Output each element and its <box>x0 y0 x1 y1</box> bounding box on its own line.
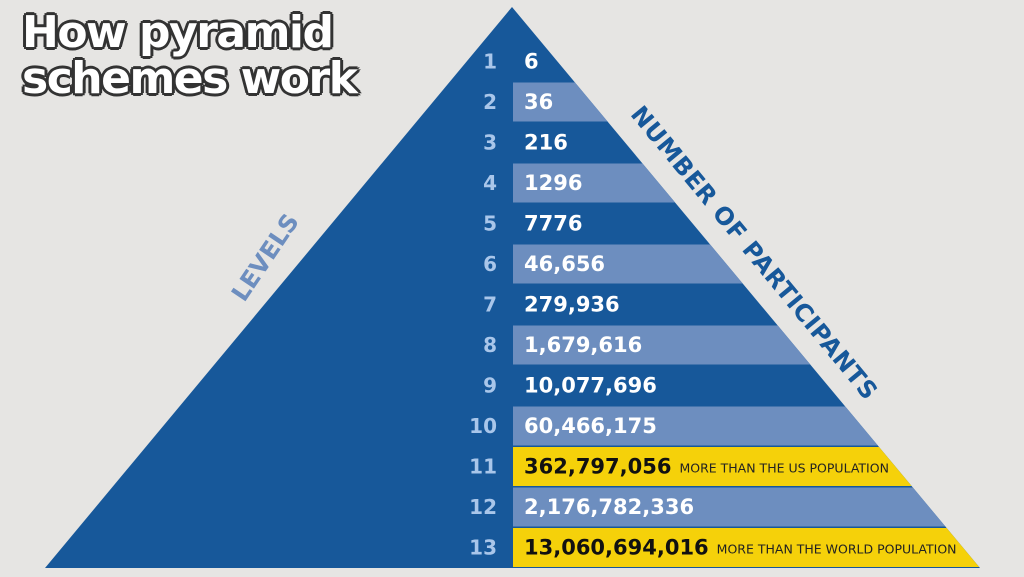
level-number: 7 <box>483 292 497 316</box>
level-number: 13 <box>469 535 497 559</box>
participant-count: 10,077,696 <box>524 373 657 397</box>
level-number: 12 <box>469 495 497 519</box>
participant-count: 279,936 <box>524 292 620 316</box>
population-note: MORE THAN THE WORLD POPULATION <box>717 541 957 556</box>
level-number: 5 <box>483 211 497 235</box>
population-note: MORE THAN THE US POPULATION <box>679 460 888 475</box>
participant-count: 1,679,616 <box>524 333 642 357</box>
participant-count: 362,797,056 <box>524 454 671 478</box>
row-band <box>513 163 980 203</box>
level-number: 3 <box>483 130 497 154</box>
level-number: 8 <box>483 333 497 357</box>
participant-count: 1296 <box>524 171 582 195</box>
level-number: 6 <box>483 252 497 276</box>
participant-count: 7776 <box>524 211 582 235</box>
participant-count: 2,176,782,336 <box>524 495 694 519</box>
participant-count: 13,060,694,016 <box>524 535 709 559</box>
level-number: 11 <box>469 454 497 478</box>
level-number: 4 <box>483 171 497 195</box>
row-band <box>513 528 980 567</box>
level-number: 1 <box>483 49 497 73</box>
title-line-1: How pyramid <box>22 7 334 58</box>
level-number: 2 <box>483 90 497 114</box>
participant-count: 36 <box>524 90 553 114</box>
level-number: 9 <box>483 373 497 397</box>
row-band <box>513 487 980 527</box>
participant-count: 46,656 <box>524 252 605 276</box>
title-line-2: schemes work <box>22 53 358 104</box>
page-title: How pyramid schemes work <box>22 7 358 104</box>
level-number: 10 <box>469 414 497 438</box>
participant-count: 6 <box>524 49 539 73</box>
row-band <box>513 82 980 122</box>
participant-count: 216 <box>524 130 568 154</box>
participant-count: 60,466,175 <box>524 414 657 438</box>
